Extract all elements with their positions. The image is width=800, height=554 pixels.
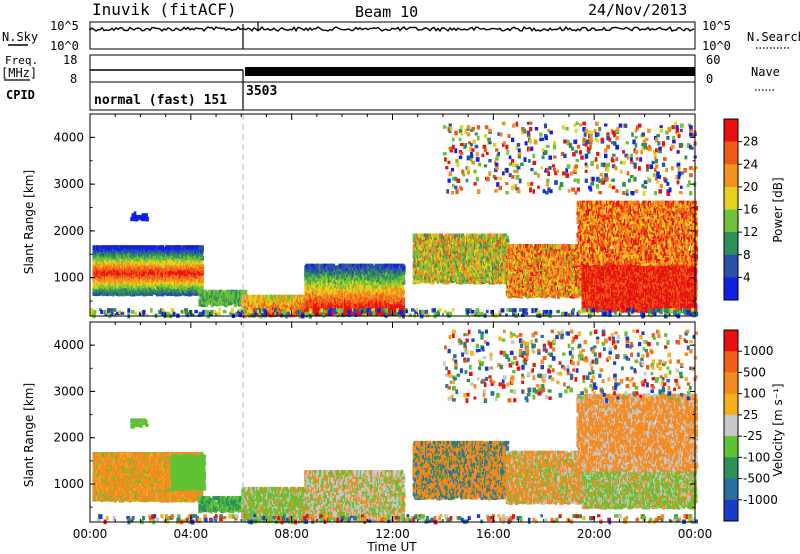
colorbar-cell [724,457,738,479]
colorbar-cell [724,500,738,522]
ytick-label: 1000 [53,271,84,285]
ytick-label: 3000 [53,384,84,398]
colorbar-cell [724,255,738,278]
colorbar-cell [724,232,738,255]
nave-tick-bottom: 0 [706,72,713,86]
ytick-label: 2000 [53,431,84,445]
nsky-panel [90,22,695,49]
colorbar-cell [724,394,738,416]
ytick-label: 2000 [53,224,84,238]
colorbar-cell [724,479,738,501]
cpid-code: 3503 [246,84,277,99]
nsky-tick-top: 10^5 [50,19,79,33]
ytick-label: 3000 [53,177,84,191]
cpid-label: CPID [6,88,35,102]
colorbar-tick-label: 500 [743,365,766,379]
nsearch-tick-bottom: 10^0 [702,39,731,53]
colorbar-cell [724,351,738,373]
colorbar-cell [724,187,738,210]
xtick-label: 00:00 [73,527,108,541]
colorbar-cell [724,142,738,165]
colorbar-cell [724,164,738,187]
colorbar-tick-label: -1000 [743,493,778,507]
colorbar-tick-label: 24 [743,157,758,171]
xtick-label: 12:00 [375,527,410,541]
colorbar-tick-label: -100 [743,450,770,464]
power-colorbar-label: Power [dB] [771,177,785,242]
cpid-mode: normal (fast) 151 [94,93,227,108]
freq-tick-bottom: 8 [70,72,77,86]
colorbar-cell [724,119,738,142]
nsearch-tick-top: 10^5 [702,19,731,33]
colorbar-tick-label: 4 [743,270,751,284]
nave-band [245,67,695,76]
colorbar-cell [724,372,738,394]
colorbar-tick-label: 12 [743,225,758,239]
colorbar-tick-label: 28 [743,135,758,149]
nsky-tick-bottom: 10^0 [50,39,79,53]
time-axis: 00:00 04:00 08:00 12:00 16:00 20:00 00:00 [73,527,713,541]
colorbar-tick-label: 20 [743,180,758,194]
nave-tick-top: 60 [706,53,720,67]
velocity-colorbar: 1000 500 100 25 -25 -100 -500 -1000 [724,330,778,522]
nsky-label: N.Sky [2,30,38,44]
power-panel: 1000 2000 3000 4000 [53,114,698,319]
xaxis-label: Time UT [366,540,417,554]
nsky-trace [90,22,694,49]
xtick-label: 16:00 [476,527,511,541]
colorbar-cell [724,277,738,300]
colorbar-cell [724,436,738,458]
freq-trace [90,67,695,82]
ytick-label: 4000 [53,338,84,352]
velocity-panel: 1000 2000 3000 4000 [53,322,698,525]
beam-title: Beam 10 [355,3,418,21]
ytick-label: 4000 [53,130,84,144]
colorbar-cell [724,415,738,437]
colorbar-tick-label: 100 [743,387,766,401]
colorbar-tick-label: 25 [743,408,758,422]
radar-summary-plot: Inuvik (fitACF) Beam 10 24/Nov/2013 N.Sk… [0,0,800,554]
colorbar-tick-label: 1000 [743,344,774,358]
power-colorbar: 4 8 12 16 20 24 28 [724,119,758,301]
velocity-ylabel: Slant Range [km] [22,383,36,487]
freq-tick-top: 18 [63,53,77,67]
freq-unit: [MHz] [1,66,37,80]
ytick-label: 1000 [53,477,84,491]
xtick-label: 00:00 [678,527,713,541]
colorbar-tick-label: 16 [743,203,758,217]
station-title: Inuvik (fitACF) [92,0,237,19]
colorbar-tick-label: -500 [743,472,770,486]
nsearch-label: N.Search [747,30,800,44]
xtick-label: 20:00 [577,527,612,541]
nsky-line [90,27,694,31]
xtick-label: 04:00 [174,527,209,541]
power-ylabel: Slant Range [km] [22,170,36,274]
nave-label: Nave [751,65,780,79]
xtick-label: 08:00 [274,527,309,541]
colorbar-cell [724,210,738,233]
velocity-colorbar-label: Velocity [m s⁻¹] [771,383,785,476]
colorbar-tick-label: -25 [743,429,763,443]
colorbar-tick-label: 8 [743,248,751,262]
date-title: 24/Nov/2013 [588,1,687,19]
colorbar-cell [724,330,738,352]
